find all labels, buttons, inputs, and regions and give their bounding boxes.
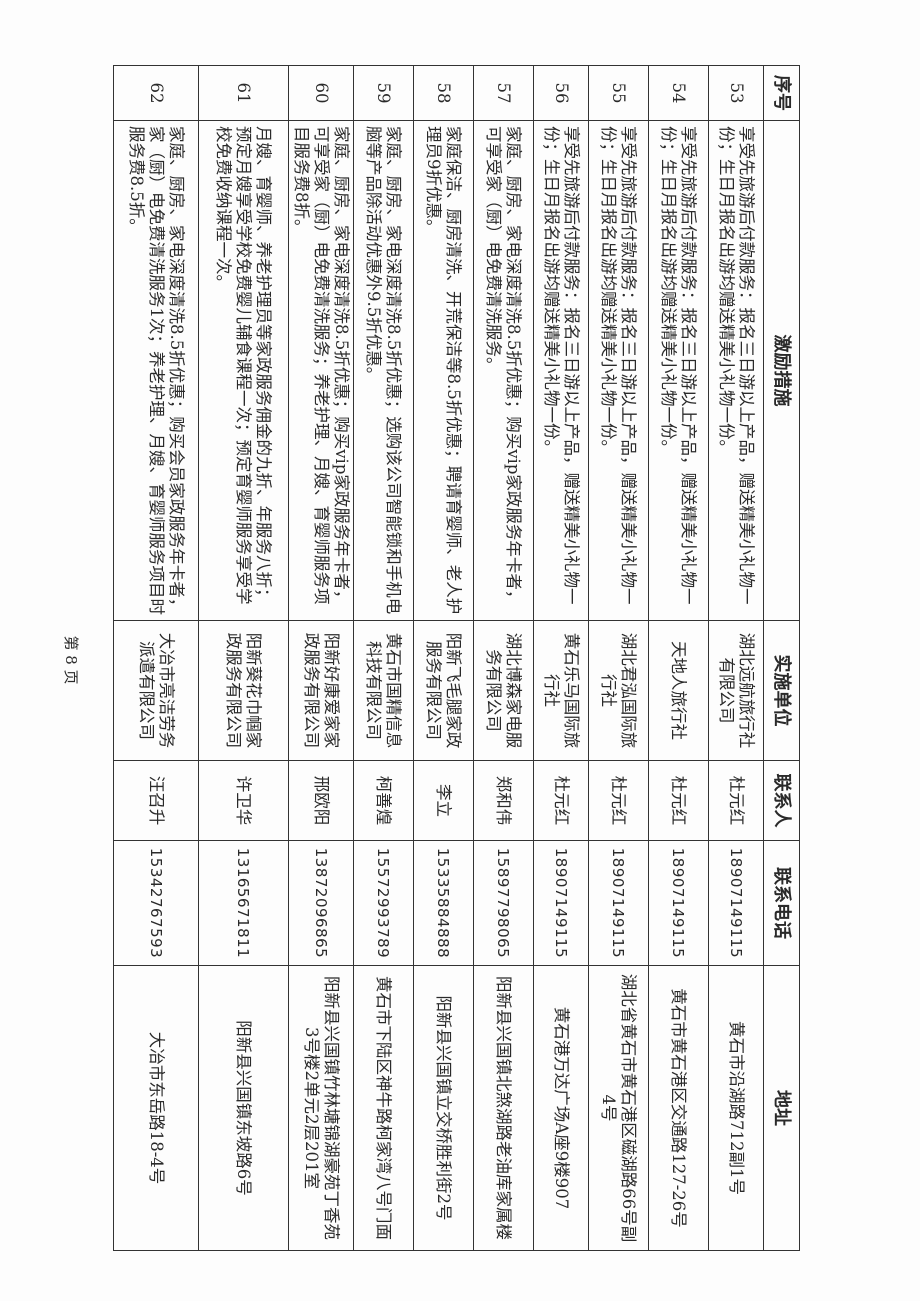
- contact-phone: 18907149115: [533, 840, 589, 966]
- table-row: 61 月嫂、育婴师、养老护理员等家政服务佣金的九折、年服务八折；预定月嫂享受学校免…: [198, 65, 289, 1251]
- incentive-measure: 家庭、厨房、家电深度清洗8.5折优惠；选购该公司智能锁和手机电脑等产品除活动优惠…: [353, 120, 414, 621]
- table-row: 59 家庭、厨房、家电深度清洗8.5折优惠；选购该公司智能锁和手机电脑等产品除活动…: [353, 65, 414, 1251]
- implementing-unit: 湖北博森家电服务有限公司: [473, 620, 534, 761]
- contact-person: 李立: [413, 760, 474, 841]
- contact-phone: 18907149115: [648, 840, 709, 966]
- header-row: 序号 激励措施 实施单位 联系人 联系电话 地址: [763, 65, 800, 1251]
- incentive-measure: 享受先旅游后付款服务：报名三日游以上产品，赠送精美小礼物一份；生日月报名出游均赠…: [648, 120, 709, 621]
- row-number: 61: [198, 65, 289, 121]
- implementing-unit: 阳新好康爱家家政服务有限公司: [288, 620, 354, 761]
- contact-phone: 18907149115: [588, 840, 649, 966]
- incentive-table: 序号 激励措施 实施单位 联系人 联系电话 地址 53 享受先旅游后付款服务：报名…: [113, 65, 800, 1251]
- address: 黄石市黄石港区交通路127-26号: [648, 965, 709, 1251]
- row-number: 58: [413, 65, 474, 121]
- contact-person: 邢欧阳: [288, 760, 354, 841]
- contact-phone: 15342767593: [113, 840, 199, 966]
- contact-person: 杜元红: [708, 760, 764, 841]
- incentive-measure: 月嫂、育婴师、养老护理员等家政服务佣金的九折、年服务八折；预定月嫂享受学校免费婴…: [198, 120, 289, 621]
- contact-person: 柯善煌: [353, 760, 414, 841]
- contact-phone: 15335884888: [413, 840, 474, 966]
- header-no: 序号: [763, 65, 800, 121]
- address: 阳新县兴国镇东坡路6号: [198, 965, 289, 1251]
- incentive-measure: 享受先旅游后付款服务：报名三日游以上产品，赠送精美小礼物一份；生日月报名出游均赠…: [708, 120, 764, 621]
- address: 大冶市东岳路18-4号: [113, 965, 199, 1251]
- contact-person: 许卫华: [198, 760, 289, 841]
- incentive-measure: 家庭保洁、厨房清洗、开荒保洁等8.5折优惠；聘请育婴师、老人护理员9折优惠。: [413, 120, 474, 621]
- address: 阳新县兴国镇立交桥胜利街2号: [413, 965, 474, 1251]
- address: 阳新县兴国镇竹林塘锦湖豪苑丁香苑3号楼2单元2层201室: [288, 965, 354, 1251]
- implementing-unit: 黄石市国精信息科技有限公司: [353, 620, 414, 761]
- contact-phone: 15897798065: [473, 840, 534, 966]
- contact-person: 杜元红: [533, 760, 589, 841]
- incentive-measure: 家庭、厨房、家电深度清洗8.5折优惠；购买vip家政服务年卡者，可享受家（厨）电…: [473, 120, 534, 621]
- implementing-unit: 阳新葵花巾帼家政服务有限公司: [198, 620, 289, 761]
- incentive-measure: 家庭、厨房、家电深度清洗8.5折优惠；购买vip家政服务年卡者，可享受家（厨）电…: [288, 120, 354, 621]
- row-number: 59: [353, 65, 414, 121]
- row-number: 57: [473, 65, 534, 121]
- implementing-unit: 阳新飞毛腿家政服务有限公司: [413, 620, 474, 761]
- table-row: 57 家庭、厨房、家电深度清洗8.5折优惠；购买vip家政服务年卡者，可享受家（厨…: [473, 65, 534, 1251]
- contact-phone: 13165671811: [198, 840, 289, 966]
- incentive-measure: 享受先旅游后付款服务：报名三日游以上产品，赠送精美小礼物一份；生日月报名出游均赠…: [588, 120, 649, 621]
- row-number: 60: [288, 65, 354, 121]
- row-number: 55: [588, 65, 649, 121]
- address: 阳新县兴国镇北煞湖路老油库家属楼: [473, 965, 534, 1251]
- implementing-unit: 黄石乐马国际旅行社: [533, 620, 589, 761]
- table-row: 54 享受先旅游后付款服务：报名三日游以上产品，赠送精美小礼物一份；生日月报名出游…: [648, 65, 709, 1251]
- header-unit: 实施单位: [763, 620, 800, 761]
- contact-person: 汪召升: [113, 760, 199, 841]
- incentive-measure: 享受先旅游后付款服务：报名三日游以上产品，赠送精美小礼物一份；生日月报名出游均赠…: [533, 120, 589, 621]
- header-measure: 激励措施: [763, 120, 800, 621]
- table-row: 62 家庭、厨房、家电深度清洗8.5折优惠；购买会员家政服务年卡者，家（厨）电免费…: [113, 65, 199, 1251]
- table-row: 53 享受先旅游后付款服务：报名三日游以上产品，赠送精美小礼物一份；生日月报名出游…: [708, 65, 764, 1251]
- implementing-unit: 大冶市亮洁劳务派遣有限公司: [113, 620, 199, 761]
- header-contact: 联系人: [763, 760, 800, 841]
- row-number: 56: [533, 65, 589, 121]
- table-row: 56 享受先旅游后付款服务：报名三日游以上产品，赠送精美小礼物一份；生日月报名出游…: [533, 65, 589, 1251]
- contact-phone: 18907149115: [708, 840, 764, 966]
- header-address: 地址: [763, 965, 800, 1251]
- table-row: 55 享受先旅游后付款服务：报名三日游以上产品，赠送精美小礼物一份；生日月报名出游…: [588, 65, 649, 1251]
- contact-person: 杜元红: [648, 760, 709, 841]
- address: 湖北省黄石市黄石港区磁湖路66号副4号: [588, 965, 649, 1251]
- row-number: 62: [113, 65, 199, 121]
- row-number: 54: [648, 65, 709, 121]
- implementing-unit: 湖北君泓国际旅行社: [588, 620, 649, 761]
- contact-phone: 15572993789: [353, 840, 414, 966]
- table-row: 58 家庭保洁、厨房清洗、开荒保洁等8.5折优惠；聘请育婴师、老人护理员9折优惠。…: [413, 65, 474, 1251]
- page-number: 第 8 页: [62, 635, 80, 685]
- incentive-measure: 家庭、厨房、家电深度清洗8.5折优惠；购买会员家政服务年卡者，家（厨）电免费清洗…: [113, 120, 199, 621]
- implementing-unit: 天地人旅行社: [648, 620, 709, 761]
- address: 黄石港万达广场A座9楼907: [533, 965, 589, 1251]
- address: 黄石市沿湖路712副1号: [708, 965, 764, 1251]
- implementing-unit: 湖北远航旅行社有限公司: [708, 620, 764, 761]
- contact-person: 郑和伟: [473, 760, 534, 841]
- header-phone: 联系电话: [763, 840, 800, 966]
- row-number: 53: [708, 65, 764, 121]
- contact-person: 杜元红: [588, 760, 649, 841]
- contact-phone: 13872096865: [288, 840, 354, 966]
- address: 黄石市下陆区神牛路柯家湾八号门面: [353, 965, 414, 1251]
- table-row: 60 家庭、厨房、家电深度清洗8.5折优惠；购买vip家政服务年卡者，可享受家（厨…: [288, 65, 354, 1251]
